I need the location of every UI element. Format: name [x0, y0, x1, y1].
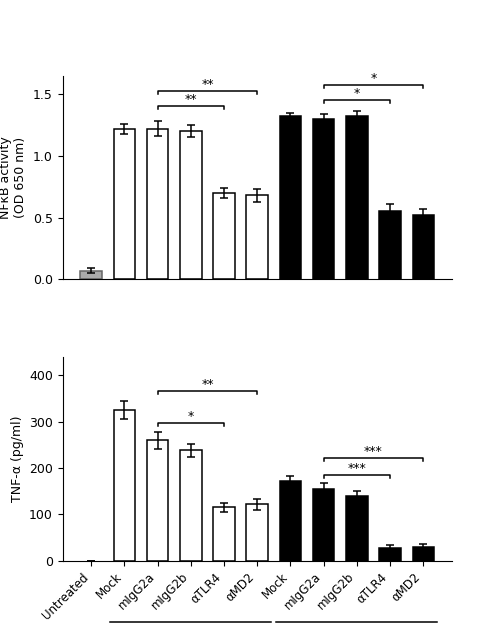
Bar — [246, 195, 268, 280]
Bar — [113, 410, 135, 561]
Text: **: ** — [184, 93, 197, 106]
Text: **: ** — [201, 78, 213, 91]
Bar — [80, 271, 102, 280]
Text: **: ** — [201, 377, 213, 391]
Bar — [379, 547, 400, 561]
Bar — [412, 547, 433, 561]
Bar — [113, 129, 135, 280]
Y-axis label: TNF-α (pg/ml): TNF-α (pg/ml) — [11, 416, 24, 502]
Text: *: * — [187, 410, 193, 423]
Bar — [213, 193, 234, 280]
Bar — [412, 215, 433, 280]
Bar — [279, 481, 301, 561]
Bar — [213, 507, 234, 561]
Bar — [180, 450, 201, 561]
Text: *: * — [370, 72, 376, 84]
Bar — [147, 440, 168, 561]
Text: ***: *** — [363, 445, 382, 458]
Bar — [147, 129, 168, 280]
Bar — [312, 489, 334, 561]
Bar — [345, 496, 367, 561]
Bar — [312, 119, 334, 280]
Bar — [246, 504, 268, 561]
Bar — [379, 212, 400, 280]
Y-axis label: NFκB activity
(OD 650 nm): NFκB activity (OD 650 nm) — [0, 136, 28, 219]
Bar — [279, 117, 301, 280]
Text: ***: *** — [347, 462, 366, 475]
Bar — [180, 131, 201, 280]
Text: *: * — [353, 86, 359, 100]
Bar — [345, 117, 367, 280]
